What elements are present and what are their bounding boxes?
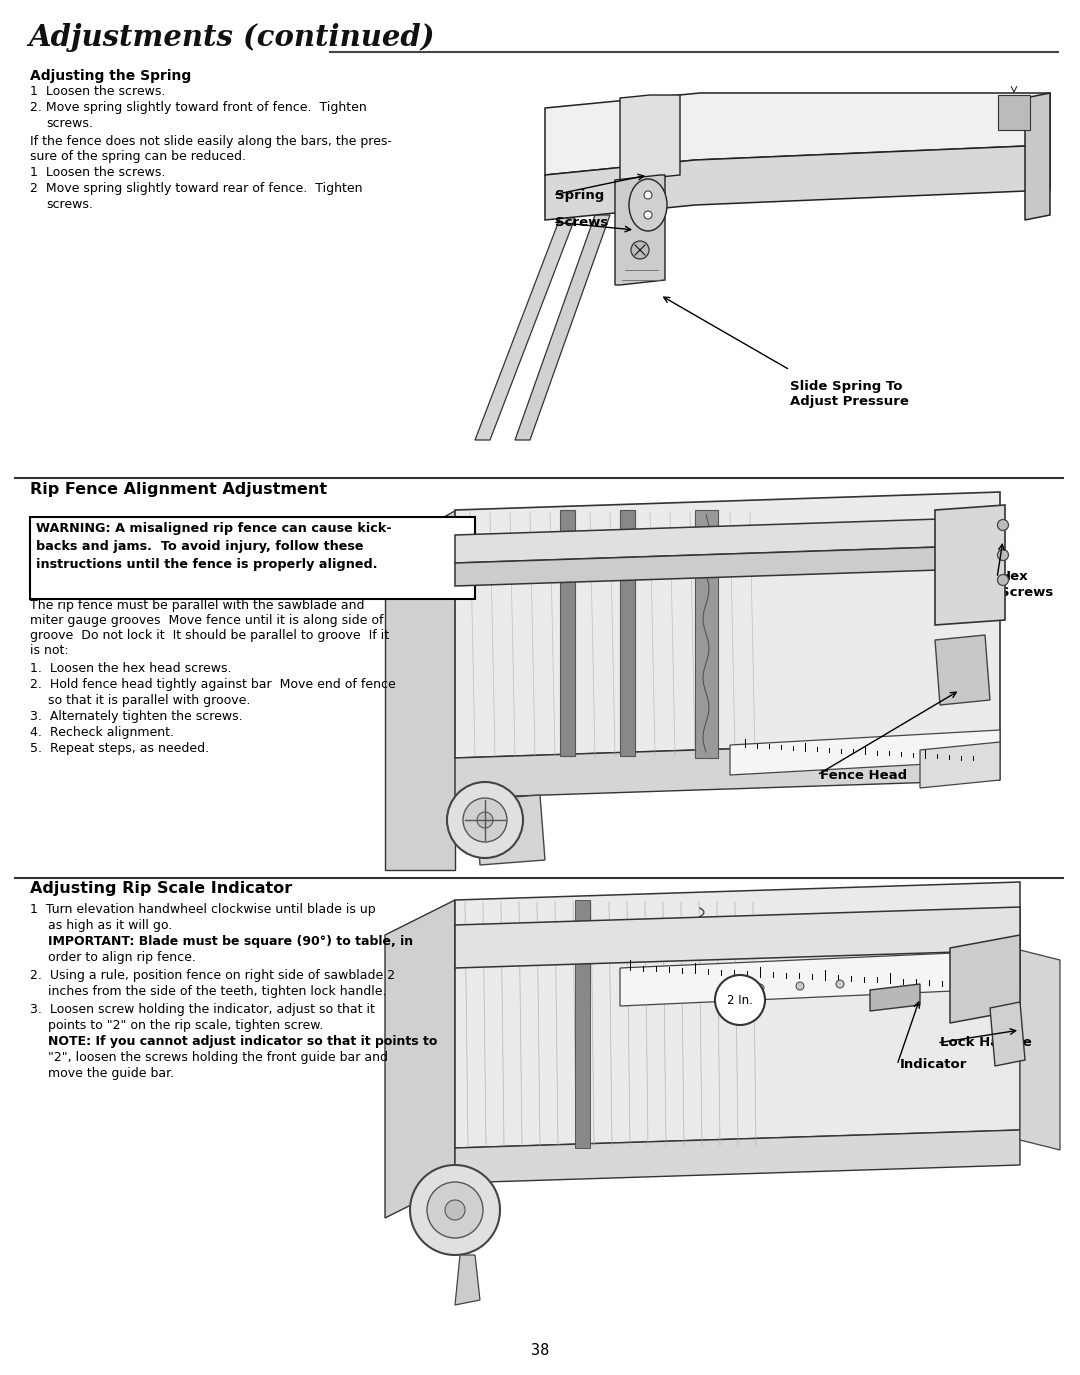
Polygon shape	[696, 510, 718, 758]
Text: miter gauge grooves  Move fence until it is along side of: miter gauge grooves Move fence until it …	[30, 615, 383, 627]
Polygon shape	[620, 950, 1020, 1006]
Text: so that it is parallel with groove.: so that it is parallel with groove.	[48, 694, 251, 707]
Text: as high as it will go.: as high as it will go.	[48, 918, 172, 932]
Text: Adjustments (continued): Adjustments (continued)	[28, 23, 434, 52]
Text: Screws: Screws	[555, 216, 608, 228]
Polygon shape	[455, 544, 1000, 586]
Text: screws.: screws.	[46, 117, 93, 131]
Text: 3.  Alternately tighten the screws.: 3. Alternately tighten the screws.	[30, 710, 243, 723]
Circle shape	[715, 975, 765, 1024]
Text: Indicator: Indicator	[900, 1059, 968, 1071]
Text: The rip fence must be parallel with the sawblade and: The rip fence must be parallel with the …	[30, 600, 365, 612]
Polygon shape	[384, 510, 455, 870]
Polygon shape	[515, 214, 610, 440]
Polygon shape	[561, 510, 575, 756]
Polygon shape	[1020, 950, 1059, 1150]
Polygon shape	[620, 510, 635, 756]
Text: Fence Head: Fence Head	[820, 769, 907, 781]
Text: screws.: screws.	[46, 198, 93, 210]
Circle shape	[998, 575, 1009, 586]
Circle shape	[644, 191, 652, 199]
Circle shape	[631, 241, 649, 258]
Text: Spring: Spring	[555, 188, 604, 202]
Text: 2. Move spring slightly toward front of fence.  Tighten: 2. Move spring slightly toward front of …	[30, 100, 367, 114]
Polygon shape	[475, 795, 545, 865]
Circle shape	[463, 798, 507, 842]
Polygon shape	[545, 94, 1050, 175]
Ellipse shape	[629, 179, 667, 231]
Text: Rip Fence Alignment Adjustment: Rip Fence Alignment Adjustment	[30, 483, 327, 496]
Polygon shape	[935, 505, 1005, 626]
Text: sure of the spring can be reduced.: sure of the spring can be reduced.	[30, 150, 246, 164]
Text: move the guide bar.: move the guide bar.	[48, 1067, 174, 1079]
Polygon shape	[455, 1255, 480, 1305]
Text: inches from the side of the teeth, tighten lock handle.: inches from the side of the teeth, tight…	[48, 984, 387, 998]
Text: WARNING: A misaligned rip fence can cause kick-
backs and jams.  To avoid injury: WARNING: A misaligned rip fence can caus…	[36, 522, 392, 571]
Circle shape	[445, 1200, 465, 1220]
Text: 2.  Hold fence head tightly against bar  Move end of fence: 2. Hold fence head tightly against bar M…	[30, 678, 395, 692]
Polygon shape	[620, 95, 680, 182]
Circle shape	[796, 982, 804, 990]
Polygon shape	[455, 908, 1020, 968]
Polygon shape	[870, 984, 920, 1011]
Text: groove  Do not lock it  It should be parallel to groove  If it: groove Do not lock it It should be paral…	[30, 628, 389, 642]
Circle shape	[410, 1165, 500, 1255]
Text: 5.  Repeat steps, as needed.: 5. Repeat steps, as needed.	[30, 742, 210, 755]
Polygon shape	[545, 144, 1050, 220]
Text: order to align rip fence.: order to align rip fence.	[48, 951, 195, 964]
Text: 2 In.: 2 In.	[727, 994, 753, 1006]
Text: IMPORTANT: Blade must be square (90°) to table, in: IMPORTANT: Blade must be square (90°) to…	[48, 935, 414, 947]
Polygon shape	[575, 901, 590, 1148]
Circle shape	[998, 520, 1009, 531]
Polygon shape	[1025, 94, 1050, 220]
Text: Lock Handle: Lock Handle	[940, 1037, 1031, 1049]
Polygon shape	[455, 1130, 1020, 1182]
Polygon shape	[455, 740, 1000, 797]
Circle shape	[427, 1182, 483, 1238]
Circle shape	[998, 550, 1009, 561]
Text: If the fence does not slide easily along the bars, the pres-: If the fence does not slide easily along…	[30, 135, 392, 148]
Polygon shape	[475, 219, 575, 440]
Polygon shape	[455, 492, 1000, 758]
Circle shape	[477, 813, 492, 828]
Text: 1.  Loosen the hex head screws.: 1. Loosen the hex head screws.	[30, 661, 231, 675]
Text: 1  Loosen the screws.: 1 Loosen the screws.	[30, 166, 165, 179]
Text: NOTE: If you cannot adjust indicator so that it points to: NOTE: If you cannot adjust indicator so …	[48, 1035, 437, 1048]
Text: "2", loosen the screws holding the front guide bar and: "2", loosen the screws holding the front…	[48, 1050, 388, 1064]
Polygon shape	[920, 742, 1000, 788]
Text: 38: 38	[531, 1343, 549, 1358]
Circle shape	[447, 782, 523, 858]
Polygon shape	[730, 730, 1000, 775]
Circle shape	[836, 980, 843, 989]
Polygon shape	[990, 1002, 1025, 1066]
FancyBboxPatch shape	[30, 517, 475, 600]
Polygon shape	[455, 881, 1020, 1148]
Text: 3.  Loosen screw holding the indicator, adjust so that it: 3. Loosen screw holding the indicator, a…	[30, 1002, 375, 1016]
Polygon shape	[384, 901, 455, 1218]
Text: 1  Loosen the screws.: 1 Loosen the screws.	[30, 85, 165, 98]
Text: 4.  Recheck alignment.: 4. Recheck alignment.	[30, 726, 174, 738]
Text: 2  Move spring slightly toward rear of fence.  Tighten: 2 Move spring slightly toward rear of fe…	[30, 182, 363, 195]
Text: Slide Spring To
Adjust Pressure: Slide Spring To Adjust Pressure	[789, 380, 909, 408]
Polygon shape	[935, 635, 990, 705]
Polygon shape	[455, 517, 1000, 562]
Polygon shape	[950, 935, 1020, 1023]
Polygon shape	[998, 95, 1030, 131]
Text: Adjusting Rip Scale Indicator: Adjusting Rip Scale Indicator	[30, 881, 293, 896]
Text: Hex
Screws: Hex Screws	[1000, 571, 1053, 600]
Text: 2.  Using a rule, position fence on right side of sawblade 2: 2. Using a rule, position fence on right…	[30, 969, 395, 982]
Text: Adjusting the Spring: Adjusting the Spring	[30, 69, 191, 82]
Text: is not:: is not:	[30, 644, 69, 657]
Polygon shape	[615, 175, 665, 285]
Circle shape	[756, 984, 764, 991]
Text: points to "2" on the rip scale, tighten screw.: points to "2" on the rip scale, tighten …	[48, 1019, 323, 1033]
Text: 1  Turn elevation handwheel clockwise until blade is up: 1 Turn elevation handwheel clockwise unt…	[30, 903, 376, 916]
Circle shape	[644, 210, 652, 219]
